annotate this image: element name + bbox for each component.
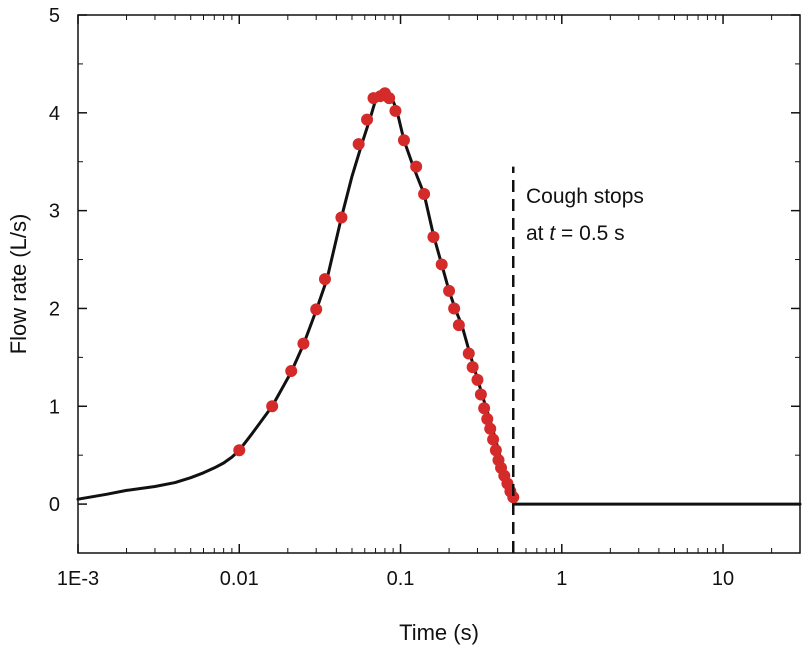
y-tick-label: 4 xyxy=(49,103,60,125)
plot-frame xyxy=(77,14,801,554)
x-axis-label: Time (s) xyxy=(399,620,479,645)
data-point xyxy=(452,319,465,332)
data-point xyxy=(266,400,279,413)
data-point xyxy=(297,337,310,350)
y-tick-label: 0 xyxy=(49,494,60,516)
y-tick-label: 5 xyxy=(49,5,60,27)
data-point xyxy=(484,422,497,435)
x-tick-label: 1 xyxy=(556,568,567,590)
data-point xyxy=(335,211,348,224)
data-point xyxy=(397,134,410,147)
data-point xyxy=(435,258,448,271)
x-tick-label: 0.1 xyxy=(387,568,415,590)
data-point xyxy=(310,303,323,316)
data-point xyxy=(389,104,402,117)
annotation-time: at t = 0.5 s xyxy=(526,222,625,245)
data-point xyxy=(471,373,484,386)
annotation-prefix: at xyxy=(526,222,549,245)
y-tick-label: 1 xyxy=(49,396,60,418)
x-tick-label: 10 xyxy=(712,568,734,590)
y-axis-ticks: 0 1 2 3 4 5 xyxy=(49,5,800,554)
data-point xyxy=(448,302,461,315)
data-point xyxy=(383,92,396,105)
data-point xyxy=(481,412,494,425)
data-point xyxy=(318,273,331,286)
data-point xyxy=(478,402,491,415)
y-tick-label: 2 xyxy=(49,298,60,320)
x-tick-label: 0.01 xyxy=(220,568,259,590)
data-point xyxy=(418,188,431,201)
x-tick-label: 1E-3 xyxy=(57,568,99,590)
data-point xyxy=(466,361,479,374)
annotation-cough-stops: Cough stops xyxy=(526,185,644,208)
data-point xyxy=(427,231,440,244)
annotation-suffix: = 0.5 s xyxy=(555,222,624,245)
x-axis-ticks: 1E-3 0.01 0.1 1 10 xyxy=(57,15,773,590)
data-point xyxy=(361,113,374,126)
data-point xyxy=(487,433,500,446)
data-point xyxy=(474,388,487,401)
data-point xyxy=(352,138,365,151)
data-point xyxy=(489,444,502,457)
annotation-variable: t xyxy=(549,222,556,245)
data-point xyxy=(443,284,456,297)
series-line-model-curve xyxy=(76,91,802,506)
series-layer xyxy=(76,87,802,506)
y-tick-label: 3 xyxy=(49,201,60,223)
data-point xyxy=(233,444,246,457)
data-point xyxy=(410,160,423,173)
data-point xyxy=(507,491,520,504)
data-point xyxy=(462,347,475,360)
data-point xyxy=(285,365,298,378)
y-axis-label: Flow rate (L/s) xyxy=(6,214,31,355)
